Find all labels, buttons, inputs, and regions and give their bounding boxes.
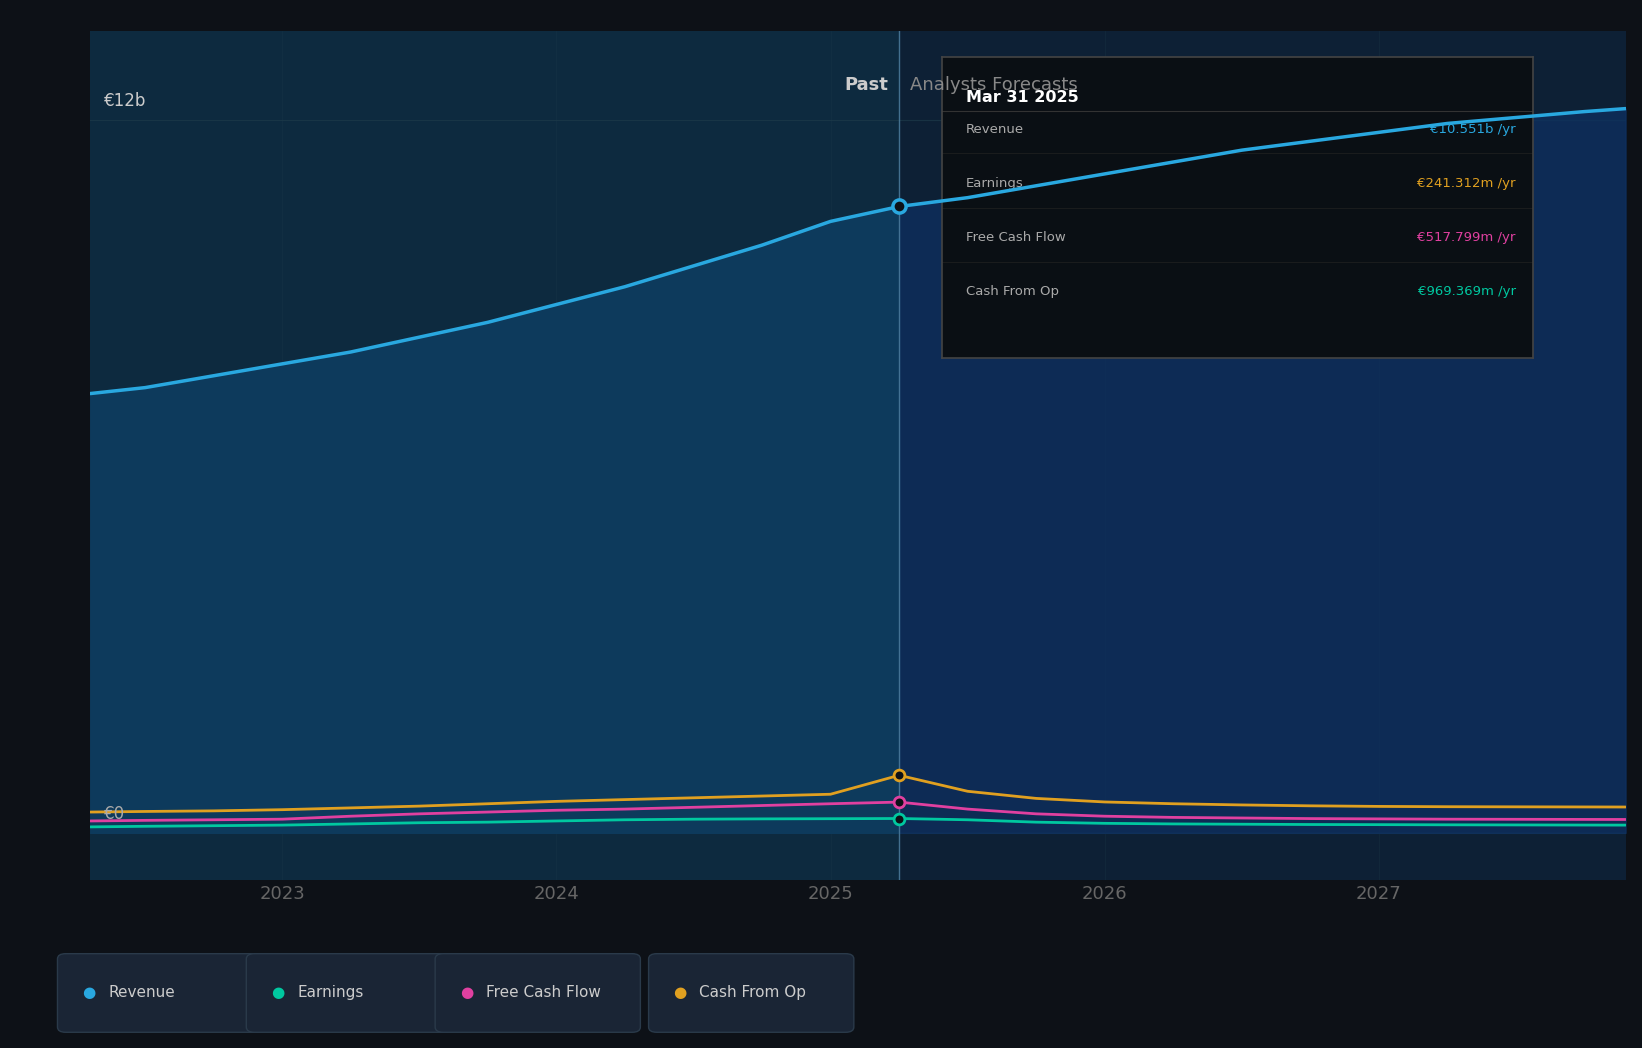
Text: Analysts Forecasts: Analysts Forecasts [910,75,1077,93]
Text: ●: ● [673,985,686,1001]
Text: €12b: €12b [103,92,146,110]
Text: €0: €0 [103,805,125,824]
Text: Past: Past [844,75,888,93]
Text: ●: ● [271,985,284,1001]
Text: Free Cash Flow: Free Cash Flow [486,985,601,1001]
Text: Cash From Op: Cash From Op [699,985,806,1001]
Point [887,810,913,827]
Bar [90,31,900,880]
Point [887,767,913,784]
Text: Revenue: Revenue [108,985,176,1001]
Bar [900,31,1626,880]
Text: Earnings: Earnings [297,985,363,1001]
Text: ●: ● [460,985,473,1001]
Text: ●: ● [82,985,95,1001]
Point [887,793,913,810]
Point [887,198,913,215]
